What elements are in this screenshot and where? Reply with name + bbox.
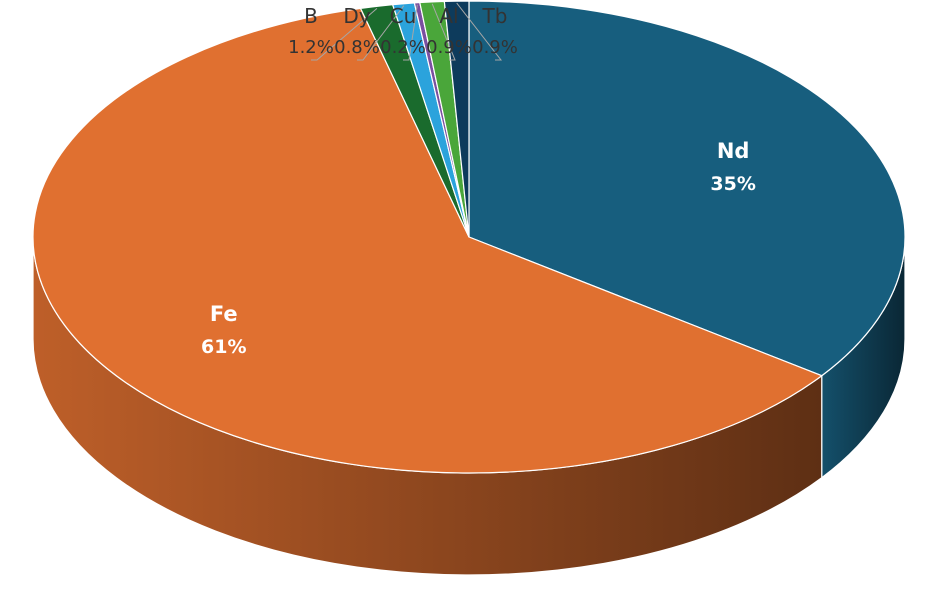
slice-label-name-cu: Cu xyxy=(390,4,417,28)
slice-label-value-cu: 0.2% xyxy=(380,37,426,58)
leader-line-tb xyxy=(456,2,503,61)
leader-lines xyxy=(311,2,503,61)
slice-label-name-al: Al xyxy=(439,4,458,28)
slice-label-value-fe: 61% xyxy=(201,336,246,358)
slice-nd xyxy=(468,0,906,377)
slice-label-value-b: 1.2% xyxy=(288,37,334,58)
slice-labels: B 1.2% Dy 0.8% Cu 0.2% Al 0.9% Tb 0.9% Nd 35% Fe 61% xyxy=(201,4,756,358)
slice-label-name-nd: Nd xyxy=(717,139,750,163)
slice-fe xyxy=(32,7,823,474)
leader-line-al xyxy=(431,3,456,61)
slice-label-name-tb: Tb xyxy=(482,4,508,28)
leader-line-cu xyxy=(403,4,418,61)
leader-line-dy xyxy=(357,5,405,61)
slice-label-value-dy: 0.8% xyxy=(334,37,380,58)
slice-label-value-nd: 35% xyxy=(710,173,755,195)
slice-label-name-b: B xyxy=(304,4,318,28)
slice-label-value-al: 0.9% xyxy=(426,37,472,58)
slice-label-name-fe: Fe xyxy=(210,302,238,326)
leader-line-b xyxy=(311,7,378,61)
pie-top-layer xyxy=(32,0,906,474)
slice-label-name-dy: Dy xyxy=(343,4,370,28)
slice-label-value-tb: 0.9% xyxy=(472,37,518,58)
